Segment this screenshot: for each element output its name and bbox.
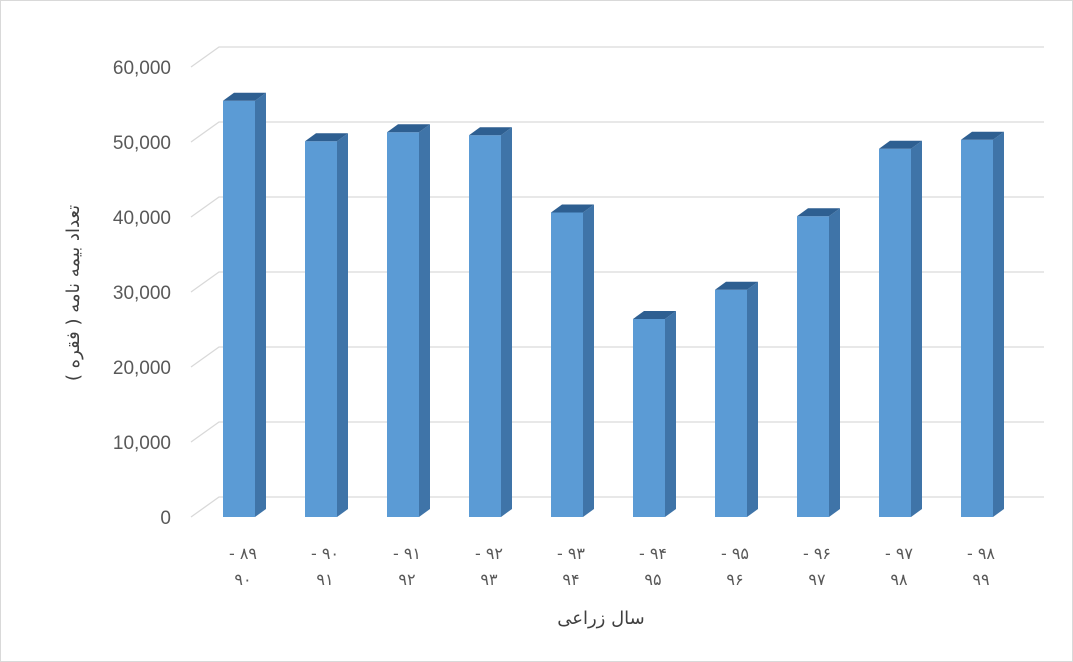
bar: [387, 124, 430, 517]
bar: [961, 131, 1004, 517]
bar-side: [829, 208, 840, 517]
y-tick-label: 10,000: [113, 433, 171, 454]
x-tick-label: ۹۳: [480, 570, 498, 589]
bar-front: [715, 289, 747, 517]
y-axis-ticks: 0 10,000 20,000 30,000 40,000 50,000 60,000: [113, 58, 171, 529]
bar-top: [305, 133, 348, 142]
x-tick-label: - ۹۰: [311, 544, 339, 563]
y-tick-label: 0: [160, 508, 171, 529]
y-tick-label: 20,000: [113, 358, 171, 379]
bar-side: [501, 127, 512, 517]
bar-top: [223, 92, 266, 101]
bar-side: [993, 131, 1004, 517]
x-axis-title: سال زراعی: [557, 608, 645, 629]
y-tick-label: 30,000: [113, 283, 171, 304]
bar-top: [879, 140, 922, 149]
bar-side: [747, 281, 758, 517]
gridline: [190, 271, 1044, 293]
y-tick-label: 40,000: [113, 208, 171, 229]
x-tick-label: ۹۷: [808, 570, 826, 589]
bar: [633, 311, 676, 517]
bar-side: [337, 133, 348, 517]
bar: [551, 204, 594, 517]
gridline: [190, 196, 1044, 218]
x-tick-label: - ۹۶: [803, 544, 831, 563]
bar: [797, 208, 840, 517]
gridline: [190, 121, 1044, 143]
bar: [715, 281, 758, 517]
bar-front: [633, 319, 665, 517]
x-tick-label: ۹۹: [972, 570, 989, 589]
x-tick-label: - ۹۳: [557, 544, 585, 563]
bar-top: [715, 281, 758, 290]
gridline: [190, 346, 1044, 368]
x-tick-label: ۹۴: [562, 570, 579, 589]
gridline: [190, 421, 1044, 443]
bar-front: [223, 100, 255, 517]
bar-side: [665, 311, 676, 517]
y-tick-label: 60,000: [113, 58, 171, 79]
gridline: [190, 496, 1044, 518]
bar-front: [879, 148, 911, 517]
bar-top: [551, 204, 594, 213]
bar-front: [551, 212, 583, 517]
bar-top: [961, 131, 1004, 140]
bar-side: [255, 92, 266, 517]
bars: [223, 92, 1004, 517]
grid-lines: [190, 46, 1044, 518]
x-tick-label: - ۹۴: [639, 544, 667, 563]
bar-front: [961, 139, 993, 517]
x-tick-label: ۹۶: [726, 570, 743, 589]
x-tick-label: ۹۸: [890, 570, 908, 589]
x-tick-label: - ۹۷: [885, 544, 913, 563]
y-tick-label: 50,000: [113, 133, 171, 154]
bar-front: [797, 216, 829, 517]
bar-front: [387, 132, 419, 517]
x-tick-label: - ۹۸: [967, 544, 995, 563]
bar-top: [469, 127, 512, 136]
bar-side: [583, 204, 594, 517]
x-tick-label: ۹۱: [316, 570, 333, 589]
bar-front: [305, 141, 337, 517]
bar-front: [469, 135, 501, 517]
x-tick-label: - ۹۵: [721, 544, 749, 563]
x-tick-label: - ۹۱: [393, 544, 421, 563]
bar: [469, 127, 512, 517]
bar: [223, 92, 266, 517]
bar: [305, 133, 348, 517]
y-axis-title: تعداد بیمه نامه ( فقره ): [63, 205, 84, 381]
bar-side: [911, 140, 922, 517]
bar-top: [797, 208, 840, 217]
bar-side: [419, 124, 430, 517]
x-tick-label: ۹۰: [234, 570, 251, 589]
x-tick-label: ۹۵: [644, 570, 661, 589]
x-tick-label: - ۸۹: [229, 544, 257, 563]
bar-top: [387, 124, 430, 133]
x-axis-ticks: - ۸۹ ۹۰ - ۹۰ ۹۱ - ۹۱ ۹۲ - ۹۲ ۹۳ - ۹۳ ۹۴ - ۹۴ ۹۵ - ۹۵…: [229, 544, 995, 589]
gridline: [190, 46, 1044, 68]
x-tick-label: ۹۲: [398, 570, 415, 589]
x-tick-label: - ۹۲: [475, 544, 503, 563]
bar: [879, 140, 922, 517]
bar-top: [633, 311, 676, 319]
